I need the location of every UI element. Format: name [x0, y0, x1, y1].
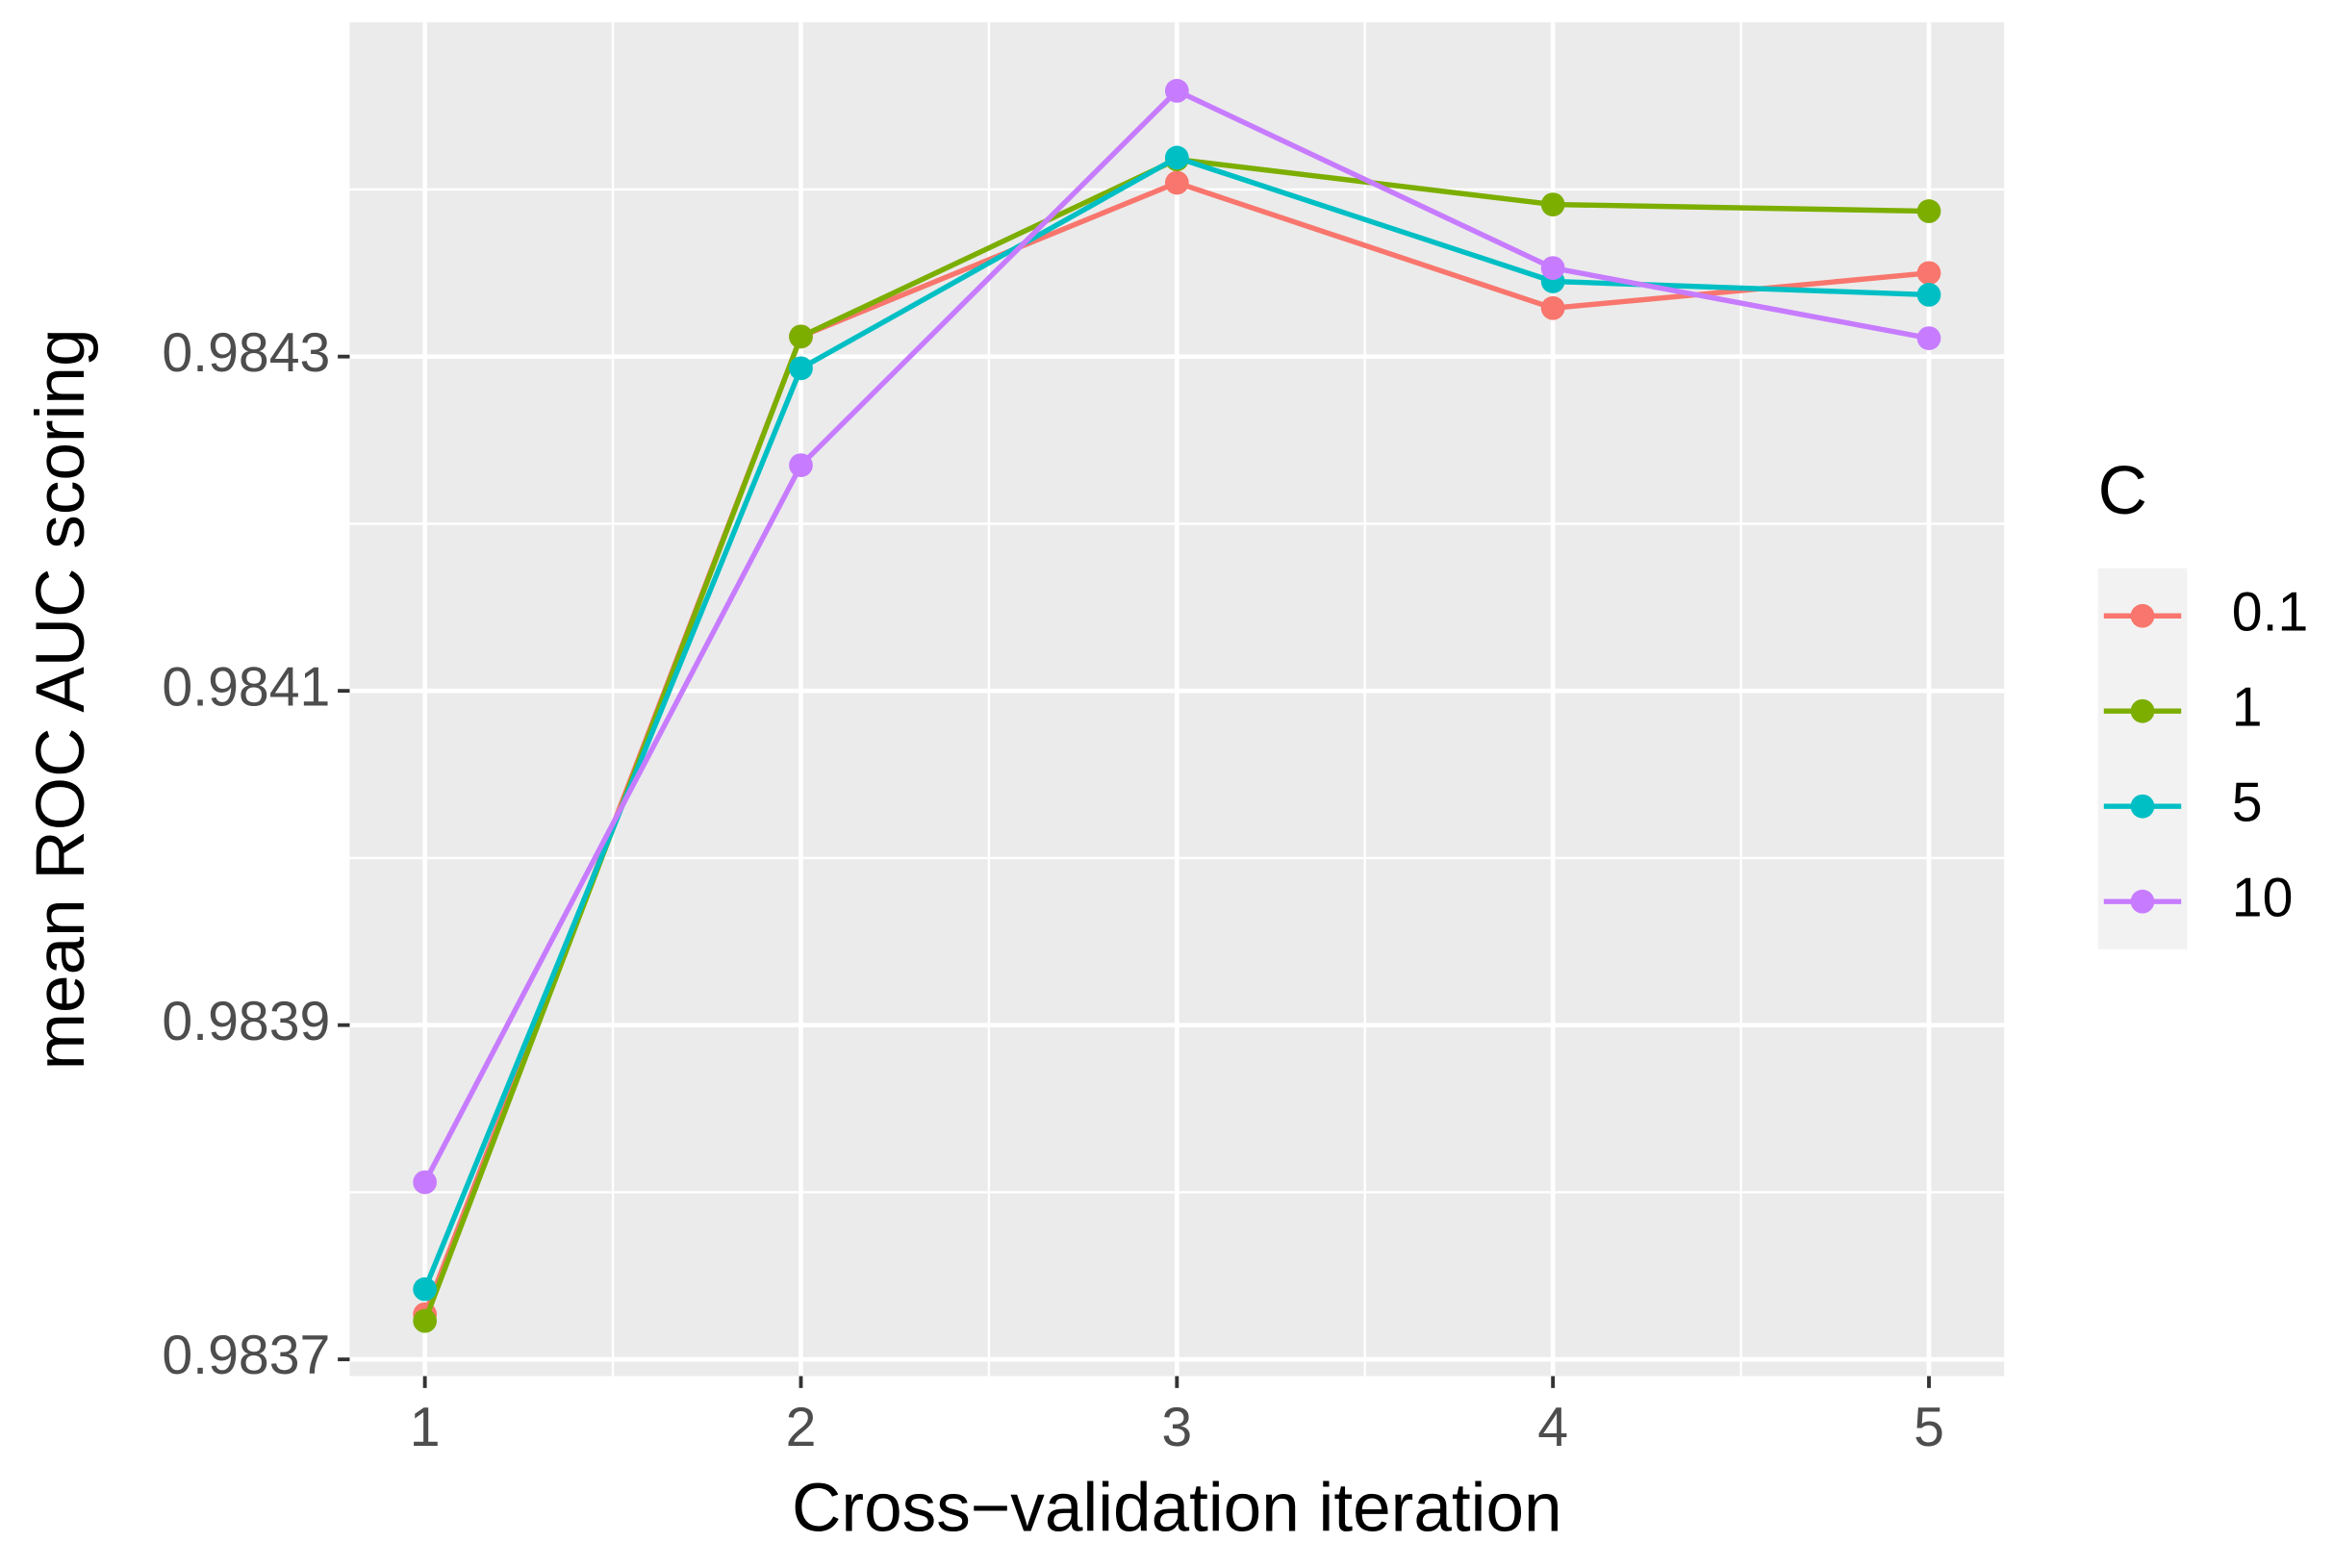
y-tick-label: 0.9841: [162, 656, 330, 718]
point: [1916, 326, 1941, 350]
x-axis-title: Cross−validation iteration: [792, 1471, 1562, 1547]
legend-title: C: [2098, 453, 2147, 529]
y-axis-title: mean ROC AUC scoring: [23, 328, 99, 1070]
legend-label: 5: [2232, 771, 2263, 833]
legend-key-point: [2130, 889, 2155, 914]
point: [1916, 199, 1941, 223]
point: [1916, 283, 1941, 307]
point: [1540, 192, 1565, 216]
y-tick-label: 0.9843: [162, 322, 330, 384]
legend-label: 1: [2232, 676, 2263, 738]
point: [789, 453, 813, 477]
point: [1164, 170, 1189, 195]
legend-label: 0.1: [2232, 581, 2309, 643]
legend-key-point: [2130, 794, 2155, 819]
y-tick-label: 0.9837: [162, 1325, 330, 1386]
point: [413, 1277, 438, 1302]
y-tick-label: 0.9839: [162, 991, 330, 1052]
point: [1164, 79, 1189, 103]
point: [413, 1170, 438, 1195]
legend-key-point: [2130, 698, 2155, 723]
legend-label: 10: [2232, 867, 2294, 928]
point: [789, 324, 813, 349]
point: [1540, 295, 1565, 320]
x-tick-label: 2: [786, 1397, 817, 1458]
point: [413, 1308, 438, 1333]
point: [1540, 256, 1565, 280]
legend-key-point: [2130, 603, 2155, 628]
x-tick-label: 3: [1161, 1397, 1192, 1458]
point: [1164, 145, 1189, 170]
point: [789, 356, 813, 381]
legend-key-background: [2097, 568, 2188, 949]
x-tick-label: 5: [1914, 1397, 1944, 1458]
x-tick-label: 4: [1537, 1397, 1568, 1458]
point: [1916, 261, 1941, 286]
x-tick-label: 1: [410, 1397, 441, 1458]
